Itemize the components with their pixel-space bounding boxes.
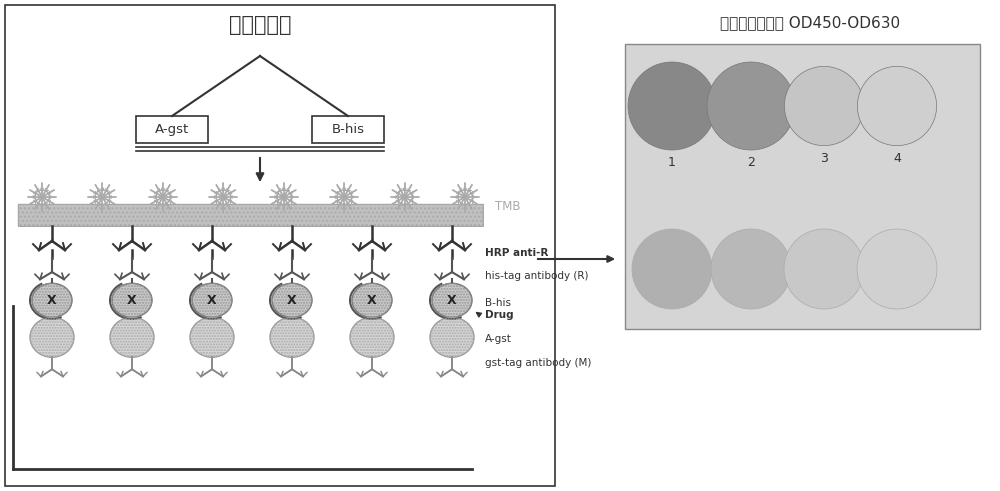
Ellipse shape — [432, 283, 472, 317]
Circle shape — [857, 66, 937, 146]
Circle shape — [784, 229, 864, 309]
Text: X: X — [447, 294, 457, 307]
Bar — [625, 44, 980, 329]
Circle shape — [784, 66, 864, 146]
Circle shape — [707, 62, 795, 150]
Bar — [312, 116, 384, 143]
Text: 4: 4 — [893, 152, 901, 164]
Bar — [5, 5, 555, 486]
Text: 2: 2 — [747, 156, 755, 169]
Text: A-gst: A-gst — [155, 123, 189, 136]
Bar — [18, 204, 483, 226]
Ellipse shape — [192, 283, 232, 317]
Ellipse shape — [112, 283, 152, 317]
Text: gst-tag antibody (M): gst-tag antibody (M) — [485, 358, 591, 368]
Text: B-his: B-his — [485, 298, 511, 308]
Ellipse shape — [270, 317, 314, 357]
Text: B-his: B-his — [332, 123, 364, 136]
Text: TMB: TMB — [495, 200, 520, 214]
Text: X: X — [47, 294, 57, 307]
Text: 3: 3 — [820, 152, 828, 164]
Text: X: X — [127, 294, 137, 307]
Ellipse shape — [272, 283, 312, 317]
Text: 吸光度值检测： OD450-OD630: 吸光度值检测： OD450-OD630 — [720, 15, 900, 30]
Text: Drug: Drug — [485, 310, 514, 320]
Circle shape — [857, 229, 937, 309]
Ellipse shape — [30, 317, 74, 357]
Bar — [136, 116, 208, 143]
Text: A-gst: A-gst — [485, 334, 512, 344]
Circle shape — [632, 229, 712, 309]
Ellipse shape — [32, 283, 72, 317]
Bar — [18, 204, 483, 226]
Text: X: X — [287, 294, 297, 307]
Ellipse shape — [190, 317, 234, 357]
Ellipse shape — [430, 317, 474, 357]
Text: X: X — [207, 294, 217, 307]
Text: 1: 1 — [668, 156, 676, 169]
Text: X: X — [367, 294, 377, 307]
Ellipse shape — [350, 317, 394, 357]
Circle shape — [711, 229, 791, 309]
Circle shape — [628, 62, 716, 150]
Ellipse shape — [110, 317, 154, 357]
Ellipse shape — [352, 283, 392, 317]
Text: 蛋白质纯化: 蛋白质纯化 — [229, 15, 291, 35]
Text: his-tag antibody (R): his-tag antibody (R) — [485, 271, 588, 281]
Text: HRP anti-R: HRP anti-R — [485, 248, 548, 258]
